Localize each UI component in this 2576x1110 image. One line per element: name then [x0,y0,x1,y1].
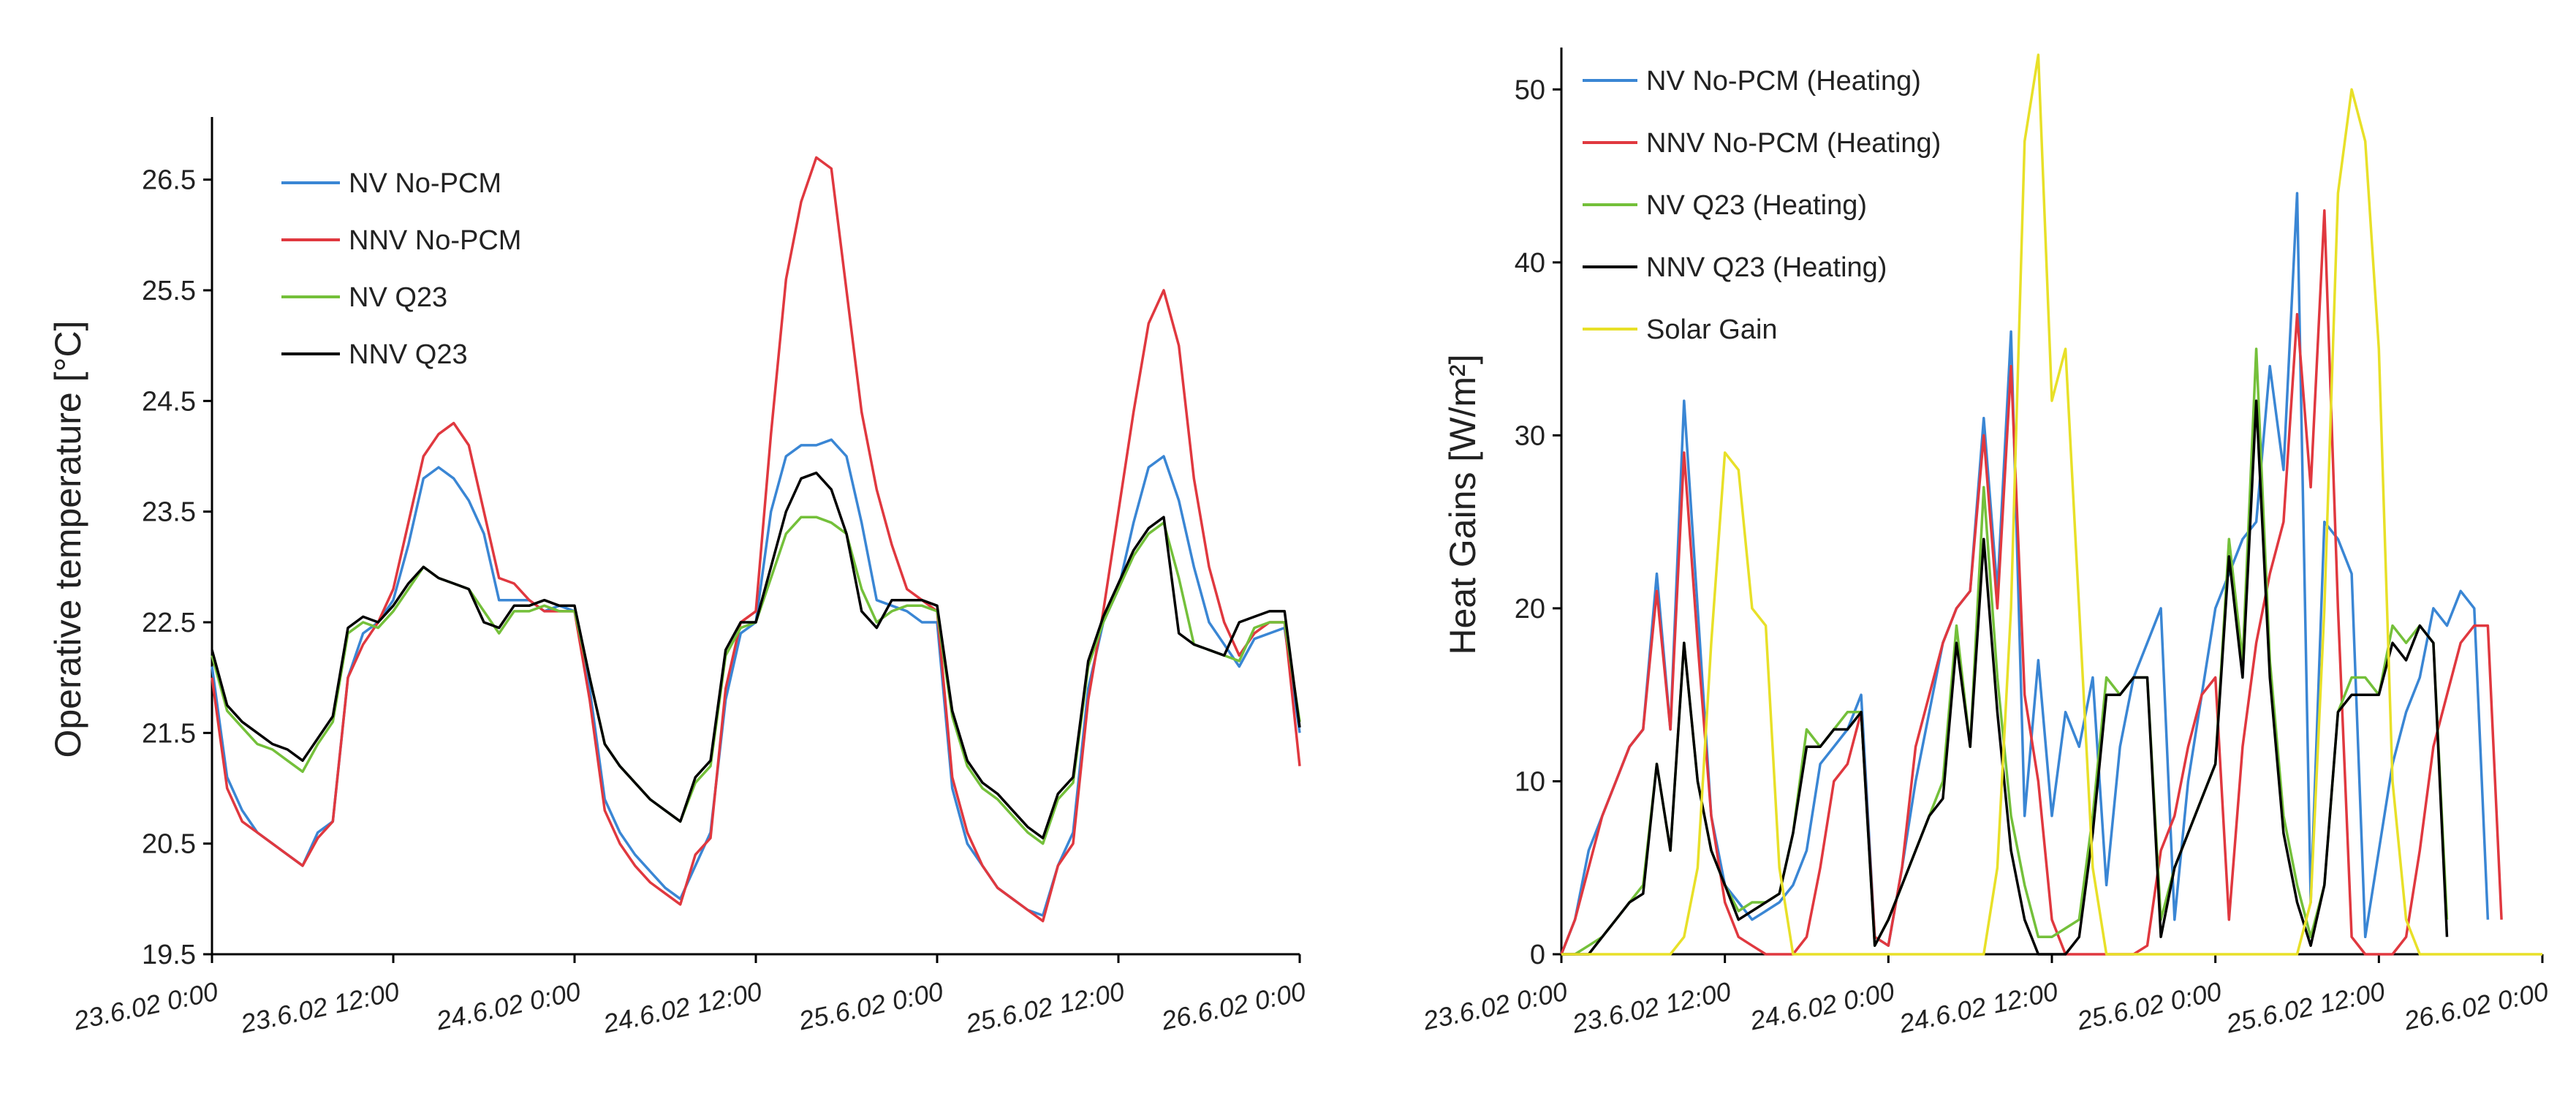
left-x-tick-label: 25.6.02 12:00 [963,976,1127,1039]
left-y-tick-label: 25.5 [142,276,196,306]
left-series-nnv-q23 [211,471,1301,839]
right-x-tick-label: 25.6.02 12:00 [2223,976,2387,1039]
right-legend-label: NV No-PCM (Heating) [1646,66,1921,97]
right-y-tick-label: 40 [1515,248,1545,279]
left-series-nv-q23 [211,516,1301,845]
left-y-tick-label: 22.5 [142,608,196,638]
right-x-tick-label: 25.6.02 0:00 [2074,976,2224,1036]
left-x-tick-label: 24.6.02 0:00 [433,976,583,1036]
left-series-nv-no-pcm [211,438,1301,917]
right-y-tick-label: 0 [1530,940,1545,970]
left-legend-label: NNV Q23 [349,339,468,370]
right-series-solar-gain [1561,53,2542,956]
right-x-tick-label: 23.6.02 12:00 [1569,976,1733,1039]
right-series-nnv-q23-heating- [1561,399,2449,956]
left-y-axis-title: Operative temperature [°C] [48,320,88,758]
right-y-tick-label: 30 [1515,420,1545,451]
left-x-tick-label: 26.6.02 0:00 [1158,976,1308,1036]
left-x-tick-label: 25.6.02 0:00 [795,976,945,1036]
left-x-tick-label: 23.6.02 0:00 [70,976,220,1036]
right-legend-label: NV Q23 (Heating) [1646,190,1867,221]
left-legend-label: NNV No-PCM [349,225,521,256]
left-legend-label: NV No-PCM [349,168,501,199]
right-legend-label: NNV Q23 (Heating) [1646,252,1887,283]
left-legend-label: NV Q23 [349,282,447,313]
left-y-tick-label: 24.5 [142,386,196,417]
right-x-tick-label: 26.6.02 0:00 [2401,976,2550,1036]
right-legend-label: NNV No-PCM (Heating) [1646,128,1941,159]
right-x-tick-label: 23.6.02 0:00 [1420,976,1569,1036]
right-legend-label: Solar Gain [1646,314,1778,345]
left-y-tick-label: 19.5 [142,940,196,970]
right-series-nnv-no-pcm-heating- [1560,209,2503,956]
left-x-tick-label: 24.6.02 12:00 [600,976,765,1039]
left-chart-operative-temperature: 19.5 20.5 21.5 22.5 23.5 24.5 25.5 26.5 23.6.02 … [48,117,1308,1039]
left-y-tick-label: 23.5 [142,497,196,528]
left-series-nnv-no-pcm [211,156,1301,923]
right-y-axis-title: Heat Gains [W/m²] [1442,354,1483,654]
left-y-tick-label: 26.5 [142,165,196,196]
left-y-tick-label: 20.5 [142,829,196,860]
right-x-tick-label: 24.6.02 12:00 [1896,976,2061,1039]
left-x-tick-label: 23.6.02 12:00 [238,976,402,1039]
right-x-tick-label: 24.6.02 0:00 [1747,976,1897,1036]
right-y-tick-label: 20 [1515,594,1545,624]
right-y-tick-label: 10 [1515,766,1545,797]
right-y-tick-label: 50 [1515,75,1545,105]
left-y-tick-label: 21.5 [142,718,196,749]
